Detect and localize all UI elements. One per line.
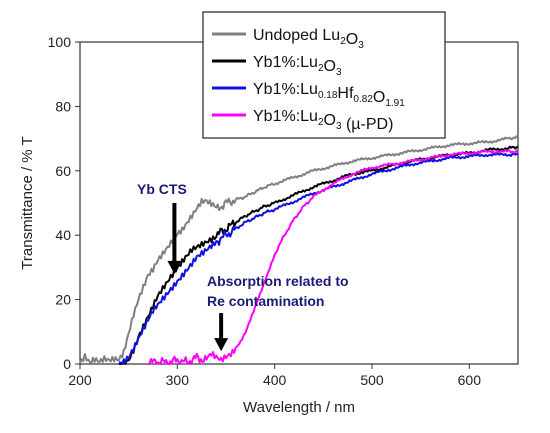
arrow-head-re-contamination — [214, 338, 229, 352]
x-tick-label: 300 — [166, 372, 190, 388]
annotation-re-contamination: Absorption related to — [207, 273, 349, 289]
series-line — [79, 135, 519, 364]
legend-label: Yb1%:Lu2O3 — [253, 54, 342, 78]
y-axis-title: Transmittance / % T — [19, 136, 36, 269]
y-tick-label: 60 — [55, 163, 71, 179]
y-tick-label: 20 — [55, 292, 71, 308]
annotations: Yb CTS Absorption related to Re contaminat… — [137, 181, 349, 352]
x-tick-label: 500 — [360, 372, 384, 388]
series-layer — [79, 135, 519, 365]
legend-label: Yb1%:Lu2O3 (µ-PD) — [253, 108, 393, 133]
x-tick-label: 600 — [458, 372, 482, 388]
axis-ticks: 200 300 400 500 600 0 20 40 60 80 100 — [48, 34, 482, 388]
y-tick-label: 80 — [55, 98, 71, 114]
legend: Undoped Lu2O3 Yb1%:Lu2O3 Yb1%:Lu0.18Hf0.82… — [202, 11, 446, 139]
x-tick-label: 400 — [263, 372, 287, 388]
y-tick-label: 100 — [48, 34, 72, 50]
x-tick-label: 200 — [68, 372, 92, 388]
y-tick-label: 0 — [63, 356, 71, 372]
legend-label: Yb1%:Lu0.18Hf0.82O1.91 — [253, 81, 405, 109]
annotation-re-contamination: Re contamination — [207, 293, 324, 309]
x-axis-title: Wavelength / nm — [243, 399, 355, 416]
legend-label: Undoped Lu2O3 — [253, 27, 364, 51]
arrow-head-yb-cts — [167, 260, 182, 274]
y-tick-label: 40 — [55, 227, 71, 243]
annotation-yb-cts: Yb CTS — [137, 181, 187, 197]
series-line — [148, 149, 519, 365]
series-line — [118, 145, 519, 365]
